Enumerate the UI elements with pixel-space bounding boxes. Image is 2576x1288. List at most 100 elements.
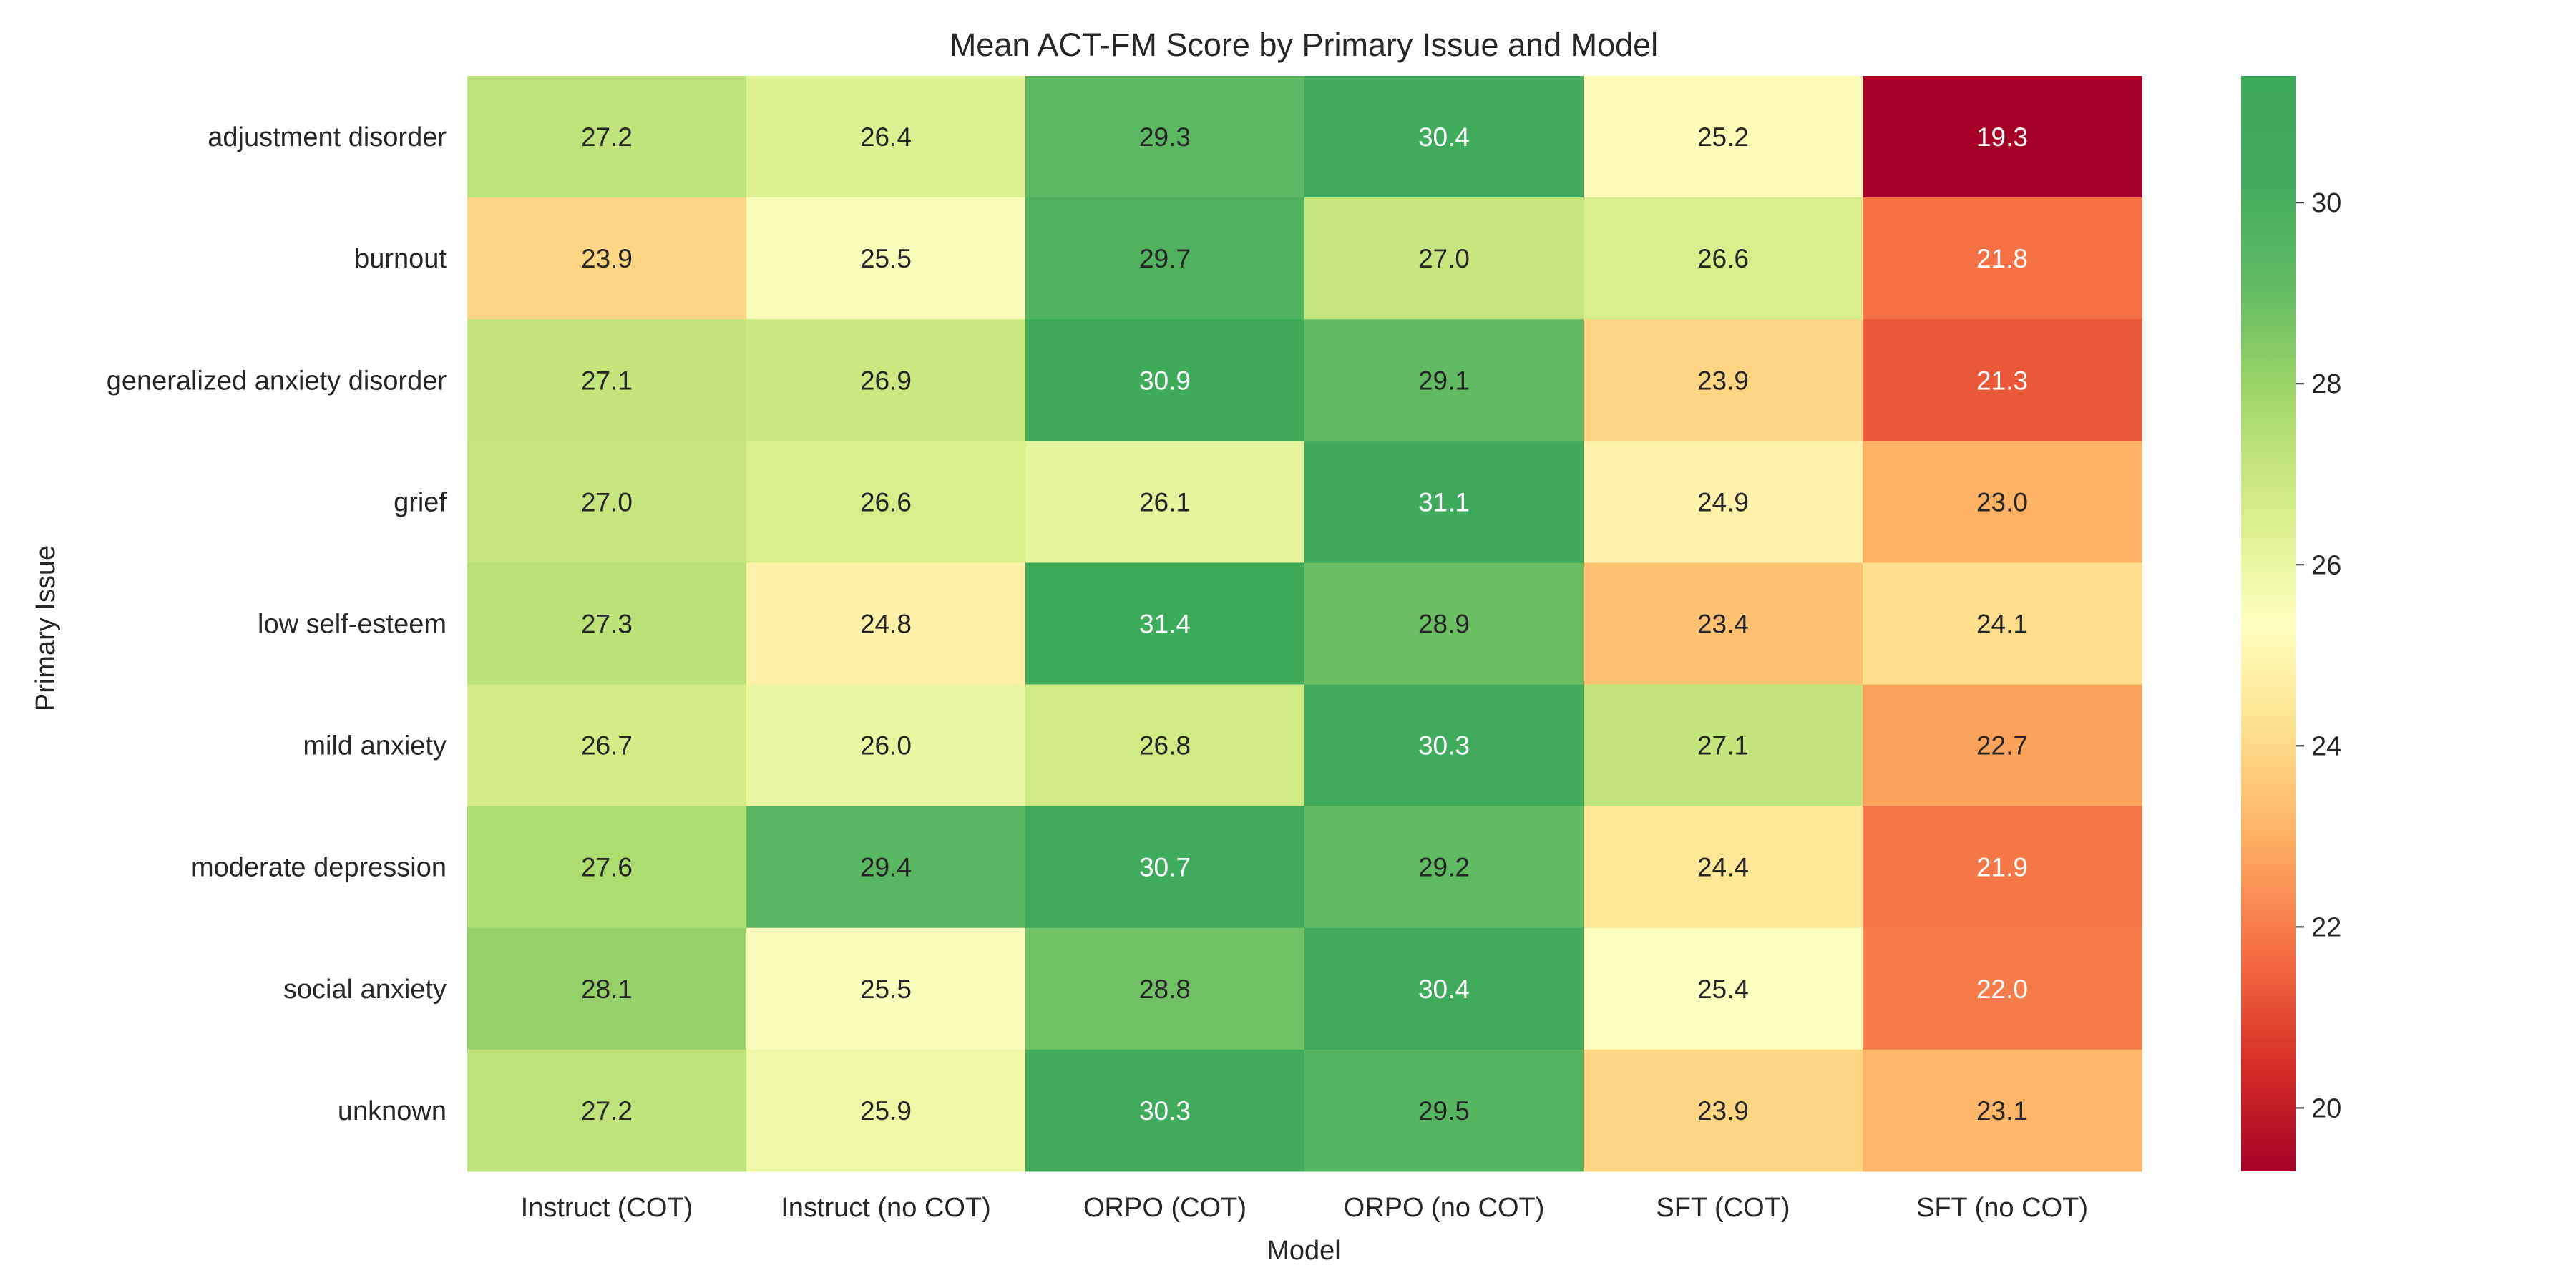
heatmap-cell [746, 76, 1026, 198]
heatmap-cell [1863, 684, 2142, 807]
cell-value-label: 27.6 [581, 853, 633, 882]
x-tick-labels: Instruct (COT) Instruct (no COT) ORPO (COT… [521, 1193, 2088, 1223]
heatmap-cell [1584, 197, 1863, 320]
cell-value-label: 30.7 [1139, 853, 1191, 882]
heatmap-cell [746, 441, 1026, 563]
cell-value-label: 21.3 [1976, 366, 2028, 395]
cell-value-label: 23.9 [1697, 1096, 1749, 1126]
cell-value-label: 29.2 [1418, 853, 1470, 882]
cell-value-label: 31.1 [1418, 487, 1470, 517]
y-tick-label: low self-esteem [258, 609, 447, 639]
cell-value-label: 23.1 [1976, 1096, 2028, 1126]
heatmap-cell [746, 684, 1026, 807]
y-tick-labels: adjustment disorder burnout generalized an… [107, 122, 447, 1126]
heatmap-cell [1584, 562, 1863, 686]
heatmap-cell [467, 562, 747, 686]
heatmap-cell [1584, 684, 1863, 807]
colorbar-tick-label: 30 [2311, 188, 2341, 218]
colorbar-ticks: 20 22 24 26 28 30 [2296, 188, 2341, 1123]
x-tick-label: Instruct (COT) [521, 1193, 693, 1223]
cell-value-label: 28.1 [581, 975, 633, 1004]
heatmap-cell [1025, 319, 1305, 441]
cell-value-label: 27.0 [1418, 244, 1470, 273]
heatmap-cells: 27.2 26.4 29.3 30.4 25.2 19.3 23.9 25.5 29.7 27.0… [467, 76, 2142, 1172]
y-tick-label: social anxiety [283, 975, 447, 1005]
cell-value-label: 29.7 [1139, 244, 1191, 273]
y-tick-label: adjustment disorder [208, 122, 447, 152]
heatmap-cell [1584, 441, 1863, 563]
cell-value-label: 28.9 [1418, 609, 1470, 638]
heatmap-cell [1025, 562, 1305, 686]
heatmap-cell [1025, 806, 1305, 929]
heatmap-cell [467, 684, 747, 807]
heatmap-cell [1304, 806, 1584, 929]
colorbar-tick-label: 26 [2311, 550, 2341, 580]
y-tick-label: burnout [354, 244, 447, 274]
x-tick-label: SFT (COT) [1656, 1193, 1790, 1223]
cell-value-label: 24.4 [1697, 853, 1749, 882]
cell-value-label: 27.2 [581, 1096, 633, 1126]
heatmap-cell [746, 806, 1026, 929]
heatmap-cell [1025, 76, 1305, 198]
cell-value-label: 26.7 [581, 731, 633, 761]
cell-value-label: 21.8 [1976, 244, 2028, 273]
heatmap-cell [1863, 562, 2142, 686]
cell-value-label: 25.5 [860, 975, 912, 1004]
y-tick-label: moderate depression [191, 853, 447, 883]
cell-value-label: 25.5 [860, 244, 912, 273]
heatmap-cell [1584, 76, 1863, 198]
heatmap-cell [746, 927, 1026, 1050]
colorbar-tick-label: 20 [2311, 1093, 2341, 1123]
heatmap-cell [467, 927, 747, 1050]
heatmap-cell [1584, 927, 1863, 1050]
heatmap-cell [1304, 319, 1584, 441]
cell-value-label: 26.8 [1139, 731, 1191, 761]
cell-value-label: 26.6 [860, 487, 912, 517]
heatmap-cell [467, 441, 747, 563]
cell-value-label: 30.9 [1139, 366, 1191, 395]
cell-value-label: 26.1 [1139, 487, 1191, 517]
heatmap-cell [1304, 76, 1584, 198]
x-tick-label: ORPO (COT) [1083, 1193, 1246, 1223]
heatmap-cell [1304, 684, 1584, 807]
y-axis-label: Primary Issue [31, 545, 61, 711]
cell-value-label: 25.2 [1697, 122, 1749, 152]
cell-value-label: 30.4 [1418, 975, 1470, 1004]
y-tick-label: generalized anxiety disorder [107, 366, 447, 396]
heatmap-cell [1863, 927, 2142, 1050]
cell-value-label: 29.1 [1418, 366, 1470, 395]
cell-value-label: 22.7 [1976, 731, 2028, 761]
heatmap-cell [1304, 927, 1584, 1050]
cell-value-label: 28.8 [1139, 975, 1191, 1004]
cell-value-label: 24.8 [860, 609, 912, 638]
cell-value-label: 29.5 [1418, 1096, 1470, 1126]
cell-value-label: 26.4 [860, 122, 912, 152]
cell-value-label: 26.0 [860, 731, 912, 761]
chart-title: Mean ACT-FM Score by Primary Issue and M… [950, 26, 1658, 63]
heatmap-cell [1584, 1049, 1863, 1172]
cell-value-label: 30.3 [1139, 1096, 1191, 1126]
colorbar-tick-label: 24 [2311, 731, 2341, 761]
heatmap-cell [1584, 319, 1863, 441]
cell-value-label: 26.6 [1697, 244, 1749, 273]
cell-value-label: 25.9 [860, 1096, 912, 1126]
heatmap-cell [746, 562, 1026, 686]
y-tick-label: unknown [338, 1096, 447, 1126]
heatmap-cell [1025, 927, 1305, 1050]
y-tick-label: mild anxiety [303, 731, 447, 761]
x-tick-label: Instruct (no COT) [781, 1193, 991, 1223]
heatmap-cell [746, 197, 1026, 320]
colorbar-tick-label: 28 [2311, 369, 2341, 399]
cell-value-label: 23.0 [1976, 487, 2028, 517]
x-tick-label: SFT (no COT) [1916, 1193, 2088, 1223]
cell-value-label: 27.3 [581, 609, 633, 638]
heatmap-cell [1863, 76, 2142, 198]
cell-value-label: 22.0 [1976, 975, 2028, 1004]
heatmap-cell [467, 1049, 747, 1172]
heatmap-cell [1863, 441, 2142, 563]
cell-value-label: 25.4 [1697, 975, 1749, 1004]
cell-value-label: 27.1 [581, 366, 633, 395]
x-axis-label: Model [1267, 1236, 1341, 1266]
heatmap-cell [1863, 1049, 2142, 1172]
